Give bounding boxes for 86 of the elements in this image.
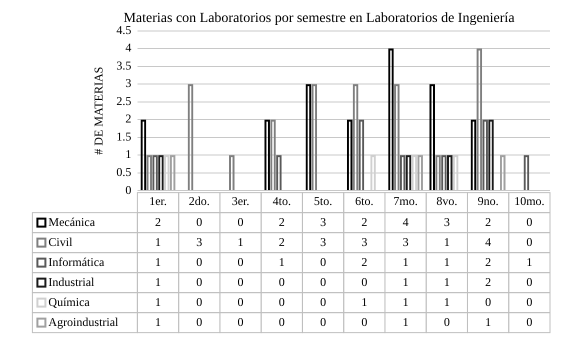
data-label: 1 (485, 314, 492, 329)
data-label: 0 (196, 314, 202, 329)
data-label: 1 (155, 254, 162, 269)
data-label: 0 (444, 314, 450, 329)
data-label: 0 (526, 234, 532, 249)
data-label: 0 (526, 214, 532, 229)
data-label: 0 (485, 294, 492, 309)
data-label: 1 (444, 294, 450, 309)
data-label: 0 (196, 254, 202, 269)
data-label: 0 (238, 274, 244, 289)
data-label: 1 (155, 314, 162, 329)
data-label: 0 (320, 314, 326, 329)
y-tick-label: 2 (125, 112, 132, 126)
data-label: 0 (526, 294, 532, 309)
legend-label: Mecánica (48, 214, 96, 229)
x-tick-label: 2do. (188, 194, 210, 208)
data-label: 1 (361, 294, 368, 309)
y-tick-label: 1.5 (116, 129, 132, 144)
data-label: 0 (278, 294, 285, 309)
data-label: 0 (278, 274, 285, 289)
y-tick-label: 3 (125, 76, 132, 90)
data-label: 1 (444, 274, 450, 289)
data-label: 1 (402, 274, 409, 289)
data-label: 2 (361, 254, 368, 269)
data-label: 4 (485, 234, 492, 249)
x-tick-label: 5to. (314, 194, 332, 208)
legend-label: Agroindustrial (48, 314, 120, 329)
data-label: 0 (238, 254, 244, 269)
data-label: 2 (361, 214, 368, 229)
data-label: 2 (278, 214, 285, 229)
y-tick-label: 4 (125, 40, 132, 55)
data-label: 0 (196, 274, 202, 289)
data-label: 1 (155, 234, 162, 249)
data-label: 0 (196, 214, 202, 229)
x-tick-label: 3er. (232, 194, 250, 208)
data-label: 0 (526, 314, 532, 329)
data-label: 3 (444, 214, 450, 229)
legend-label: Industrial (48, 274, 96, 289)
data-label: 3 (320, 234, 326, 249)
y-tick-label: 2.5 (116, 94, 132, 108)
data-label: 1 (402, 314, 409, 329)
x-tick-label: 9no. (478, 194, 499, 208)
y-tick-label: 1 (125, 147, 132, 162)
x-tick-label: 6to. (355, 194, 374, 208)
data-label: 1 (444, 234, 450, 249)
data-label: 1 (444, 254, 450, 269)
data-label: 4 (402, 214, 409, 229)
legend-label: Informática (48, 254, 106, 269)
data-label: 1 (155, 294, 162, 309)
data-label: 1 (526, 254, 532, 269)
x-tick-label: 7mo. (393, 194, 418, 208)
x-tick-label: 4to. (272, 194, 291, 208)
legend-label: Química (48, 294, 90, 309)
data-label: 0 (526, 274, 532, 289)
y-tick-label: 3.5 (116, 58, 132, 72)
data-label: 0 (320, 254, 326, 269)
data-label: 1 (402, 294, 409, 309)
data-label: 0 (361, 314, 368, 329)
data-label: 0 (361, 274, 368, 289)
data-label: 3 (402, 234, 409, 249)
data-label: 0 (320, 294, 326, 309)
data-label: 2 (155, 214, 162, 229)
data-label: 2 (485, 214, 492, 229)
data-label: 0 (238, 314, 244, 329)
data-label: 3 (320, 214, 326, 229)
data-label: 2 (485, 274, 492, 289)
y-tick-label: 0 (125, 182, 132, 197)
data-label: 0 (320, 274, 326, 289)
data-label: 0 (238, 294, 244, 309)
data-label: 2 (278, 234, 285, 249)
data-label: 1 (402, 254, 409, 269)
data-label: 3 (196, 234, 202, 249)
data-label: 0 (238, 214, 244, 229)
y-tick-label: 0.5 (116, 165, 132, 179)
data-label: 1 (278, 254, 285, 269)
y-axis-title: # DE MATERIAS (91, 66, 106, 155)
data-label: 2 (485, 254, 492, 269)
data-label: 1 (238, 234, 244, 249)
data-label: 0 (278, 314, 285, 329)
x-tick-label: 10mo. (514, 194, 545, 208)
data-label: 0 (196, 294, 202, 309)
data-label: 1 (155, 274, 162, 289)
x-tick-label: 1er. (149, 194, 167, 208)
data-label: 3 (361, 234, 368, 249)
legend-label: Civil (48, 234, 74, 249)
x-tick-label: 8vo. (436, 194, 458, 208)
